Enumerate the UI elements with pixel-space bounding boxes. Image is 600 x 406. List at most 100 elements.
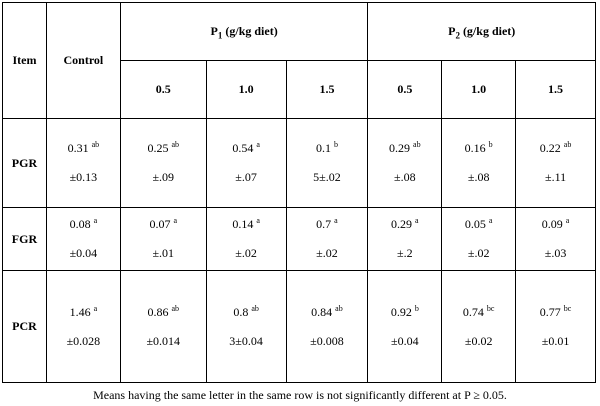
- data-cell: 0.16 b ±.08: [441, 118, 517, 208]
- cell-mean: 0.54: [232, 141, 254, 155]
- header-control: Control: [45, 2, 121, 119]
- cell-mean-line: 0.22 ab: [516, 141, 595, 156]
- data-cell: 0.22 ab ±.11: [515, 118, 596, 208]
- cell-letter: a: [415, 216, 419, 225]
- cell-mean-line: 0.07 a: [121, 217, 206, 232]
- cell-mean-line: 0.31 ab: [47, 141, 120, 156]
- cell-mean: 0.74: [462, 304, 484, 319]
- data-cell: 0.08 a ±0.04: [45, 207, 121, 271]
- cell-sd: ±.03: [544, 246, 567, 260]
- cell-mean: 0.7: [316, 217, 332, 231]
- data-cell: 0.14 a ±.02: [205, 207, 287, 271]
- cell-letter: a: [256, 140, 260, 149]
- dose-header: 1.5: [285, 60, 369, 119]
- cell-mean: 0.84: [311, 304, 333, 319]
- data-cell: 0.74 bc ±0.02: [441, 270, 517, 383]
- cell-sd: ±.08: [467, 170, 490, 184]
- cell-sd: ±.2: [397, 246, 413, 260]
- cell-mean: 0.14: [232, 217, 254, 231]
- cell-sd: ±0.02: [464, 333, 493, 348]
- cell-letter: ab: [251, 303, 259, 313]
- cell-letter: a: [173, 216, 178, 225]
- cell-mean: 0.09: [541, 217, 563, 231]
- data-cell: 1.46 a ±0.028: [45, 270, 121, 383]
- cell-mean-line: 0.84 ab: [287, 303, 368, 320]
- table-row: PGR 0.31 ab ±0.13 0.25 ab ±.09 0.54 a ±.07 …: [2, 118, 596, 208]
- cell-letter: ab: [413, 140, 421, 149]
- cell-mean: 0.25: [147, 141, 169, 155]
- data-cell: 0.7 a ±.02: [285, 207, 369, 271]
- cell-mean-line: 0.29 a: [368, 217, 441, 232]
- p2-sub: 2: [455, 30, 460, 41]
- cell-letter: bc: [563, 303, 572, 313]
- data-cell: 0.84 ab ±0.008: [285, 270, 369, 383]
- cell-sd: 3±0.04: [229, 333, 263, 348]
- cell-mean-line: 1.46 a: [47, 304, 120, 320]
- cell-mean: 0.07: [149, 217, 171, 231]
- cell-mean: 0.08: [69, 217, 91, 231]
- dose-header: 1.0: [205, 60, 287, 119]
- cell-sd: ±0.028: [66, 333, 101, 348]
- cell-mean-line: 0.16 b: [442, 141, 515, 156]
- data-cell: 0.92 b ±0.04: [367, 270, 443, 383]
- cell-mean: 0.29: [391, 217, 413, 231]
- cell-mean: 0.92: [390, 304, 412, 319]
- cell-sd: ±.01: [152, 246, 175, 260]
- cell-letter: bc: [486, 303, 495, 313]
- data-cell: 0.54 a ±.07: [205, 118, 287, 208]
- data-cell: 0.31 ab ±0.13: [45, 118, 121, 208]
- table-row: FGR 0.08 a ±0.04 0.07 a ±.01 0.14 a ±.02 0.…: [2, 207, 596, 271]
- dose-header: 0.5: [367, 60, 443, 119]
- cell-letter: b: [414, 303, 419, 313]
- cell-mean: 0.77: [539, 304, 561, 319]
- cell-mean: 0.8: [233, 304, 249, 319]
- cell-mean-line: 0.14 a: [207, 217, 286, 232]
- cell-sd: ±.07: [235, 170, 257, 184]
- cell-mean: 0.1: [315, 141, 331, 155]
- cell-mean-line: 0.29 ab: [368, 141, 441, 156]
- data-cell: 0.07 a ±.01: [119, 207, 207, 271]
- cell-letter: ab: [335, 303, 343, 313]
- cell-sd: ±.11: [544, 170, 567, 184]
- p2-unit: (g/kg diet): [459, 24, 516, 38]
- data-cell: 0.05 a ±.02: [441, 207, 517, 271]
- cell-mean: 0.05: [464, 217, 486, 231]
- data-cell: 0.09 a ±.03: [515, 207, 596, 271]
- cell-letter: a: [565, 216, 570, 225]
- row-item: PGR: [2, 118, 47, 208]
- data-cell: 0.25 ab ±.09: [119, 118, 207, 208]
- data-cell: 0.29 a ±.2: [367, 207, 443, 271]
- cell-sd: ±0.04: [391, 333, 419, 348]
- cell-letter: ab: [91, 140, 100, 149]
- cell-mean-line: 0.77 bc: [516, 303, 595, 320]
- cell-mean-line: 0.92 b: [368, 303, 441, 320]
- row-item: PCR: [2, 270, 47, 383]
- dose-header: 1.5: [515, 60, 596, 119]
- cell-mean: 0.16: [464, 141, 486, 155]
- cell-letter: b: [333, 140, 338, 149]
- cell-mean-line: 0.8 ab: [207, 303, 286, 320]
- data-cell: 0.86 ab ±0.014: [119, 270, 207, 383]
- results-table: Item Control P1 (g/kg diet) P2 (g/kg die…: [2, 2, 596, 383]
- dose-header: 1.0: [441, 60, 517, 119]
- cell-sd: ±0.04: [69, 246, 98, 260]
- cell-letter: b: [488, 140, 493, 149]
- cell-letter: ab: [171, 303, 180, 313]
- row-item: FGR: [2, 207, 47, 271]
- cell-mean-line: 0.7 a: [287, 217, 368, 232]
- footnote: Means having the same letter in the same…: [93, 388, 507, 402]
- cell-letter: a: [334, 216, 338, 225]
- dose-header: 0.5: [119, 60, 207, 119]
- table-row: PCR 1.46 a ±0.028 0.86 ab ±0.014 0.8 ab 3±0…: [2, 270, 596, 383]
- cell-sd: ±0.008: [310, 333, 344, 348]
- data-cell: 0.29 ab ±.08: [367, 118, 443, 208]
- cell-sd: ±0.014: [146, 333, 181, 348]
- cell-letter: ab: [563, 140, 572, 149]
- header-p2: P2 (g/kg diet): [367, 2, 596, 61]
- cell-sd: 5±.02: [313, 170, 341, 184]
- p1-unit: (g/kg diet): [222, 24, 278, 38]
- cell-sd: ±.02: [235, 246, 257, 260]
- cell-sd: ±.02: [467, 246, 490, 260]
- cell-mean-line: 0.86 ab: [121, 303, 206, 320]
- cell-letter: a: [488, 216, 493, 225]
